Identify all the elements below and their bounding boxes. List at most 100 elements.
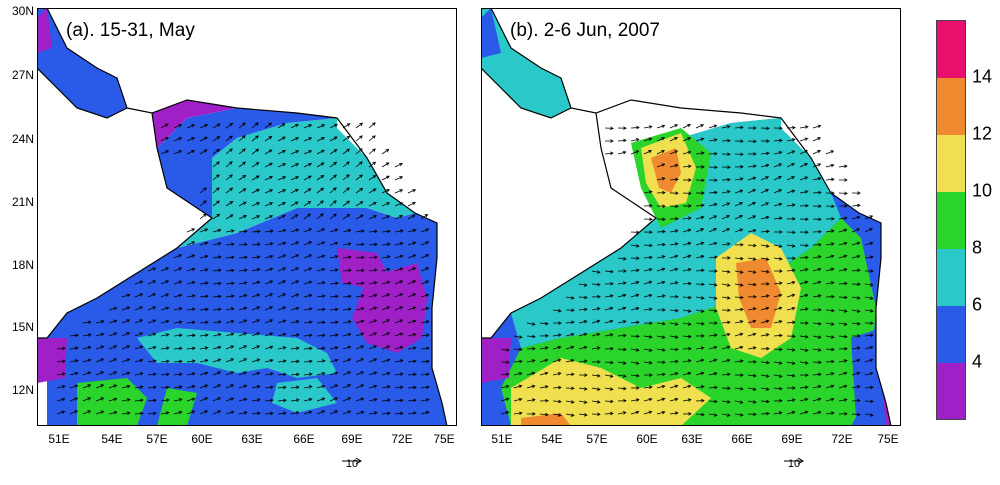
colorbar-segment [937, 21, 965, 78]
wind-arrow-head [373, 319, 378, 323]
wind-arrow [212, 346, 221, 350]
wind-arrow-head [765, 257, 770, 261]
wind-arrow [199, 255, 208, 259]
wind-arrow-head [399, 372, 404, 376]
wind-arrow [238, 175, 246, 181]
wind-arrow [56, 398, 65, 402]
wind-arrow [186, 150, 195, 155]
wind-arrow-head [727, 138, 731, 143]
wind-arrow-head [256, 255, 261, 259]
wind-arrow [656, 150, 665, 155]
wind-arrow [186, 347, 195, 350]
wind-arrow-head [165, 411, 170, 415]
wind-arrow [290, 386, 299, 389]
wind-arrow [303, 308, 312, 311]
wind-arrow-head [831, 204, 835, 209]
wind-arrow-head [856, 309, 861, 313]
wind-arrow [604, 307, 613, 311]
wind-arrow-head [282, 359, 287, 363]
region-orange-north-b [651, 148, 681, 193]
wind-arrow-head [687, 137, 692, 141]
wind-arrow [355, 295, 364, 298]
wind-arrow-head [636, 320, 640, 325]
wind-arrow [121, 412, 130, 415]
wind-arrow [238, 135, 246, 142]
wind-arrow [851, 296, 860, 299]
wind-arrow-head [230, 319, 235, 324]
wind-arrow [864, 372, 873, 376]
wind-arrow-head [687, 322, 692, 326]
wind-arrow [407, 202, 416, 207]
wind-arrow [407, 306, 416, 311]
wind-arrow-head [412, 319, 417, 324]
wind-arrow [56, 360, 65, 363]
wind-arrow [212, 136, 220, 142]
wind-arrow [316, 372, 325, 376]
wind-arrow-head [165, 306, 170, 310]
wind-arrow-head [294, 214, 299, 218]
wind-arrow [682, 322, 691, 325]
wind-arrow-head [583, 413, 588, 417]
wind-arrow-head [661, 124, 666, 128]
wind-arrow [773, 257, 782, 260]
wind-arrow-head [843, 359, 848, 363]
wind-arrow-head [321, 397, 326, 401]
wind-arrow [264, 399, 273, 402]
wind-arrow [838, 229, 847, 233]
wind-arrow [799, 386, 808, 389]
wind-arrow-head [216, 123, 221, 127]
wind-arrow-head [791, 361, 796, 365]
wind-arrow-head [216, 187, 220, 191]
wind-arrow-head [753, 282, 757, 287]
wind-arrow-head [165, 293, 170, 297]
arrow-icon [784, 457, 804, 465]
wind-arrow-head [778, 281, 783, 285]
wind-arrow [199, 308, 208, 311]
wind-arrow-head [727, 320, 731, 325]
wind-arrow-head [792, 217, 796, 221]
wind-arrow [303, 411, 312, 415]
wind-arrow [251, 148, 259, 155]
wind-arrow [734, 308, 744, 311]
wind-arrow [773, 320, 782, 324]
wind-arrow [656, 385, 665, 389]
wind-arrow-head [713, 309, 718, 313]
wind-arrow-head [360, 397, 365, 401]
wind-arrow [734, 126, 744, 129]
wind-arrow-head [231, 268, 235, 273]
wind-arrow-head [373, 268, 378, 272]
wind-arrow-head [830, 397, 835, 402]
reference-vector-b [782, 452, 806, 465]
wind-arrow [238, 148, 246, 155]
wind-arrow-head [256, 280, 261, 285]
colorbar-label: 10 [972, 180, 993, 201]
wind-arrow-head [425, 228, 430, 232]
wind-arrow-head [399, 241, 404, 246]
wind-arrow-head [165, 319, 170, 324]
wind-arrow [355, 345, 364, 350]
wind-arrow [160, 360, 169, 363]
wind-arrow-head [61, 397, 66, 402]
wind-arrow [407, 386, 416, 389]
wind-arrow-head [61, 410, 66, 414]
wind-arrow-head [360, 332, 365, 336]
wind-arrow-head [817, 137, 822, 141]
wind-arrow [303, 321, 312, 324]
lon-label: 57E [146, 432, 168, 446]
wind-arrow-head [531, 384, 536, 389]
wind-arrow-head [386, 202, 391, 206]
wind-arrow-head [675, 191, 679, 195]
wind-arrow-head [360, 306, 365, 311]
wind-arrow [864, 334, 873, 337]
wind-arrow [786, 150, 795, 155]
wind-arrow-head [714, 321, 718, 325]
wind-arrow-head [347, 320, 352, 324]
wind-arrow-head [648, 150, 653, 154]
wind-arrow-head [622, 411, 627, 415]
wind-arrow-head [178, 333, 183, 338]
wind-arrow [825, 164, 834, 168]
wind-arrow [238, 161, 246, 168]
map-panel-a [37, 8, 457, 426]
wind-arrow-head [399, 293, 404, 297]
wind-arrow-head [791, 162, 795, 167]
